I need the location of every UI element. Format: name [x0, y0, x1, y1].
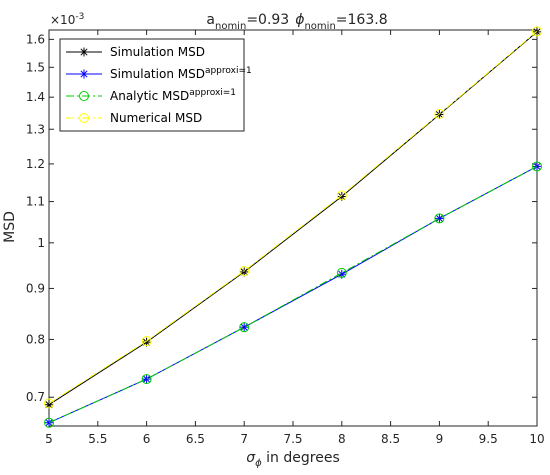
series-line: [48, 30, 538, 404]
title-a-symbol: a: [206, 12, 215, 28]
data-point: [434, 108, 445, 119]
y-tick-label: 1: [37, 236, 45, 250]
x-tick-label: 9.5: [479, 432, 498, 446]
y-axis-label: MSD: [2, 211, 18, 243]
series-4: [44, 26, 542, 409]
y-exponent-label: ×10-3: [50, 12, 84, 27]
x-tick-label: 9: [436, 432, 444, 446]
legend: Simulation MSD Simulation MSDapproxi=1 Ana…: [59, 38, 252, 132]
y-tick-label: 1.6: [26, 32, 45, 46]
data-point: [44, 398, 54, 409]
marker-stroke: [80, 48, 88, 56]
x-tick-label: 6.5: [186, 432, 205, 446]
data-point: [141, 374, 152, 385]
legend-marker: [79, 113, 89, 123]
y-tick-label: 1.2: [26, 157, 45, 171]
x-tick-label: 8: [338, 432, 346, 446]
marker-stroke: [240, 323, 248, 331]
title-a-value: =0.93: [246, 12, 289, 28]
data-point: [336, 267, 347, 278]
y-tick-label: 1.5: [26, 60, 45, 74]
legend-marker: [79, 47, 89, 57]
legend-item-3: Analytic MSDapproxi=1: [66, 88, 236, 103]
y-exponent-power: -3: [75, 12, 84, 22]
x-tick-label: 5: [45, 432, 53, 446]
series-line: [48, 165, 538, 424]
marker-stroke: [143, 375, 151, 383]
x-axis-label: σϕ in degrees: [246, 450, 340, 469]
y-tick-label: 0.7: [26, 390, 45, 404]
data-point: [532, 161, 542, 172]
data-point: [336, 190, 347, 201]
x-label-subscript: ϕ: [255, 458, 262, 469]
chart-title: anomin=0.93 ϕnomin=163.8: [206, 12, 387, 32]
legend-label: Analytic MSDapproxi=1: [110, 88, 236, 103]
title-phi-symbol: ϕ: [295, 12, 304, 28]
data-point: [434, 213, 445, 224]
x-tick-label: 7.5: [283, 432, 302, 446]
legend-item-2: Simulation MSDapproxi=1: [66, 66, 252, 81]
x-tick-label: 7: [240, 432, 248, 446]
x-tick-label: 10: [529, 432, 544, 446]
data-point: [239, 267, 249, 277]
y-tick-label: 0.9: [26, 281, 45, 295]
x-tick-label: 8.5: [381, 432, 400, 446]
series-layer: [44, 26, 542, 428]
marker-stroke: [435, 214, 443, 222]
data-point: [337, 191, 347, 201]
legend-item-4: Numerical MSD: [66, 111, 202, 125]
data-point: [239, 266, 250, 277]
marker-stroke: [45, 419, 53, 427]
x-label-rest: in degrees: [262, 450, 340, 466]
y-tick-label: 1.1: [26, 195, 45, 209]
legend-box: [59, 38, 245, 132]
legend-item-1: Simulation MSD: [66, 45, 205, 59]
data-point: [142, 374, 152, 384]
legend-label: Simulation MSD: [110, 45, 205, 59]
y-tick-label: 0.8: [26, 332, 45, 346]
y-tick-label: 1.4: [26, 90, 45, 104]
series-3: [44, 161, 542, 428]
data-point: [44, 417, 54, 428]
y-exponent-base: ×10: [50, 13, 75, 27]
legend-marker: [79, 91, 89, 101]
axis-ticks: 5 5.5 6 6.5 7 7.5 8 8.5 9 9.5 10 0.7 0.8 0.9 1 1.1 1.2 1.…: [26, 30, 545, 446]
x-label-symbol: σ: [246, 450, 256, 466]
x-tick-label: 6: [143, 432, 151, 446]
title-phi-subscript: nomin: [304, 21, 335, 32]
x-tick-label: 5.5: [88, 432, 107, 446]
data-point: [141, 336, 152, 347]
title-phi-value: =163.8: [336, 12, 388, 28]
legend-label: Simulation MSDapproxi=1: [110, 66, 252, 81]
data-point: [239, 322, 249, 332]
data-point: [239, 322, 250, 333]
legend-marker: [79, 69, 89, 79]
marker-stroke: [240, 268, 248, 276]
y-tick-label: 1.3: [26, 122, 45, 136]
data-point: [434, 213, 444, 223]
marker-stroke: [338, 192, 346, 201]
marker-stroke: [80, 70, 88, 78]
legend-label: Numerical MSD: [110, 111, 202, 125]
title-a-subscript: nomin: [215, 21, 246, 32]
data-point: [44, 418, 54, 428]
data-point: [532, 26, 542, 37]
